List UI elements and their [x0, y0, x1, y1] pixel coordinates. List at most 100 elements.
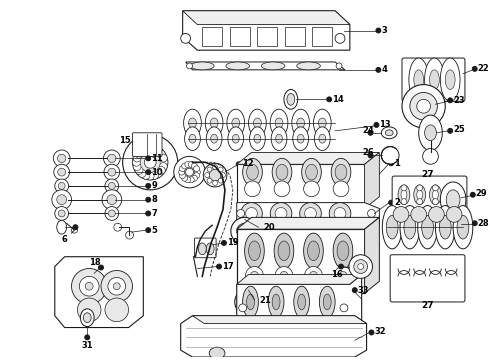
Ellipse shape [304, 181, 319, 197]
Ellipse shape [57, 154, 66, 163]
Ellipse shape [189, 134, 196, 143]
Polygon shape [186, 62, 345, 70]
Polygon shape [237, 274, 362, 284]
Text: 19: 19 [227, 238, 239, 247]
Ellipse shape [416, 185, 423, 191]
Ellipse shape [53, 150, 70, 167]
Ellipse shape [429, 207, 444, 222]
Ellipse shape [274, 233, 294, 269]
Ellipse shape [209, 347, 225, 359]
Ellipse shape [258, 225, 263, 230]
Ellipse shape [194, 166, 199, 172]
Text: 17: 17 [222, 262, 234, 271]
Ellipse shape [72, 269, 107, 304]
Ellipse shape [440, 215, 451, 239]
Ellipse shape [57, 220, 67, 234]
Ellipse shape [446, 207, 462, 222]
Polygon shape [237, 217, 379, 229]
Ellipse shape [393, 207, 409, 222]
Ellipse shape [470, 192, 475, 197]
Ellipse shape [404, 215, 416, 239]
Ellipse shape [457, 215, 469, 239]
Ellipse shape [55, 179, 69, 193]
Ellipse shape [331, 158, 351, 186]
Ellipse shape [270, 203, 292, 224]
Ellipse shape [250, 271, 258, 279]
Ellipse shape [220, 173, 225, 177]
Ellipse shape [205, 173, 210, 177]
Ellipse shape [448, 190, 454, 200]
Ellipse shape [146, 172, 154, 180]
Ellipse shape [275, 266, 293, 284]
Ellipse shape [268, 286, 284, 318]
Ellipse shape [423, 149, 439, 164]
Ellipse shape [157, 166, 165, 174]
Ellipse shape [132, 145, 168, 180]
Ellipse shape [329, 203, 351, 224]
Ellipse shape [146, 211, 151, 216]
Ellipse shape [337, 241, 349, 261]
Ellipse shape [142, 171, 150, 179]
Ellipse shape [272, 158, 292, 186]
Ellipse shape [336, 63, 342, 69]
Text: 10: 10 [151, 168, 163, 177]
Ellipse shape [206, 243, 214, 255]
Ellipse shape [232, 134, 239, 143]
Ellipse shape [381, 147, 399, 164]
Ellipse shape [389, 161, 393, 166]
Ellipse shape [182, 175, 188, 181]
Ellipse shape [270, 109, 288, 137]
Ellipse shape [298, 294, 306, 310]
Text: 5: 5 [151, 226, 157, 235]
Ellipse shape [160, 158, 168, 166]
Ellipse shape [333, 233, 353, 269]
FancyBboxPatch shape [392, 176, 467, 229]
Ellipse shape [186, 168, 194, 176]
Ellipse shape [195, 169, 200, 175]
Text: 29: 29 [476, 189, 488, 198]
Ellipse shape [243, 158, 262, 186]
Ellipse shape [400, 206, 419, 249]
Ellipse shape [382, 206, 402, 249]
Ellipse shape [401, 190, 407, 200]
Ellipse shape [179, 172, 185, 179]
Ellipse shape [339, 271, 347, 279]
Ellipse shape [207, 167, 212, 172]
Ellipse shape [235, 288, 262, 316]
Ellipse shape [83, 313, 91, 323]
Ellipse shape [157, 150, 165, 158]
Ellipse shape [416, 99, 431, 113]
Ellipse shape [430, 185, 441, 204]
Ellipse shape [150, 145, 158, 153]
Ellipse shape [241, 294, 256, 310]
Ellipse shape [248, 109, 266, 137]
Ellipse shape [146, 170, 151, 175]
Ellipse shape [323, 294, 331, 310]
Ellipse shape [194, 172, 199, 179]
Text: 24: 24 [363, 126, 374, 135]
Ellipse shape [340, 304, 348, 312]
Text: 16: 16 [331, 270, 343, 279]
Ellipse shape [232, 118, 240, 128]
Text: 3: 3 [381, 26, 387, 35]
Polygon shape [183, 11, 350, 24]
Ellipse shape [376, 67, 381, 72]
Ellipse shape [135, 166, 143, 174]
Ellipse shape [448, 199, 454, 204]
Ellipse shape [314, 109, 331, 137]
Ellipse shape [245, 207, 257, 219]
Ellipse shape [58, 183, 65, 189]
Ellipse shape [410, 93, 438, 120]
Ellipse shape [305, 266, 322, 284]
Ellipse shape [445, 185, 457, 204]
Ellipse shape [227, 109, 245, 137]
Ellipse shape [254, 298, 259, 303]
Ellipse shape [58, 210, 65, 217]
Ellipse shape [441, 182, 466, 217]
Ellipse shape [297, 62, 320, 70]
Bar [230, 27, 249, 46]
Ellipse shape [319, 286, 335, 318]
Ellipse shape [349, 255, 372, 278]
Ellipse shape [52, 190, 72, 210]
Ellipse shape [85, 282, 93, 290]
